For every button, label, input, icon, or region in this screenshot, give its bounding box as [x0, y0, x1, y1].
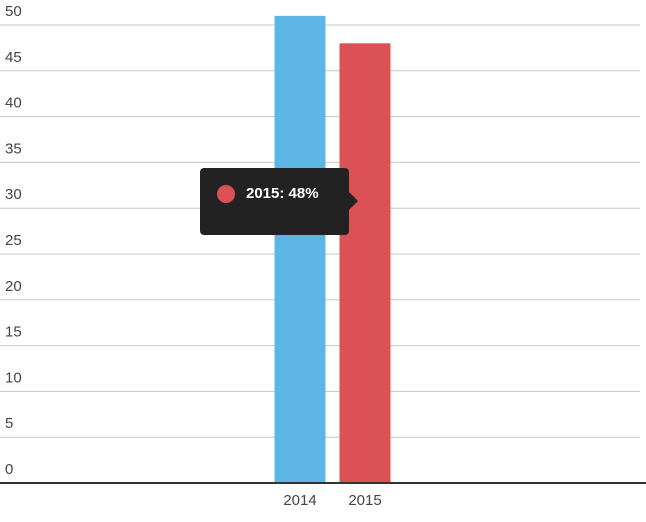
y-tick-label: 45: [5, 49, 22, 66]
y-tick-label: 40: [5, 95, 22, 112]
tooltip: 2015: 48%: [200, 168, 358, 235]
tooltip-box: [200, 168, 349, 235]
y-tick-label: 25: [5, 232, 22, 249]
y-tick-label: 5: [5, 415, 13, 432]
y-tick-label: 35: [5, 140, 22, 157]
y-tick-label: 30: [5, 186, 22, 203]
tooltip-arrow: [349, 192, 358, 210]
tooltip-dot: [217, 185, 235, 203]
y-tick-label: 10: [5, 369, 22, 386]
tooltip-text: 2015: 48%: [246, 185, 319, 202]
bar: [274, 15, 326, 484]
y-tick-label: 50: [5, 3, 22, 20]
x-tick-label: 2014: [283, 492, 316, 509]
y-tick-label: 20: [5, 278, 22, 295]
y-tick-label: 0: [5, 461, 13, 478]
x-tick-label: 2015: [348, 492, 381, 509]
bar: [339, 43, 391, 483]
y-tick-label: 15: [5, 324, 22, 341]
